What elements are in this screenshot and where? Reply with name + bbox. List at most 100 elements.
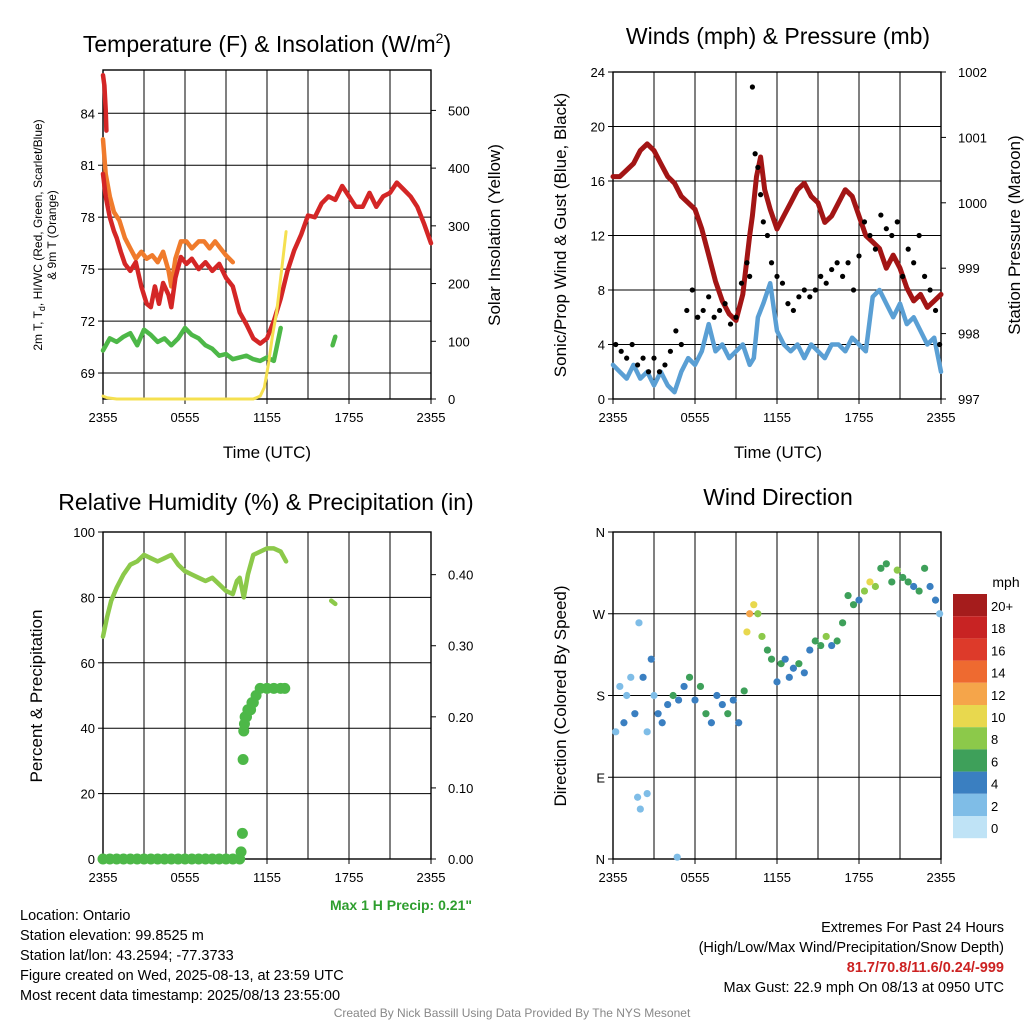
ytick-right-label: 100: [448, 334, 470, 349]
xtick-label: 1155: [253, 870, 281, 885]
speed-legend: 20+ 18 16 14 12 10 8 6 4 2 0: [953, 594, 1013, 839]
ytick-label: 16: [591, 174, 605, 189]
legend-swatch: [953, 638, 987, 661]
ytick-right-label: 0.40: [448, 568, 473, 583]
gust-point: [937, 341, 943, 348]
gust-point: [673, 328, 679, 334]
xtick-label: 1155: [253, 410, 281, 425]
xtick-label: 2355: [599, 410, 628, 425]
xtick-label: 0555: [681, 870, 710, 885]
gust-point: [850, 287, 857, 293]
direction-point: [713, 691, 721, 700]
insolation-line: [101, 230, 288, 401]
gust-point: [922, 273, 928, 279]
rh-line: [328, 598, 338, 607]
direction-point: [866, 578, 874, 586]
xtick-label: 1155: [763, 870, 791, 885]
precip-point: [237, 753, 249, 765]
direction-point: [735, 719, 743, 727]
wind-line: [610, 280, 944, 395]
gust-point: [823, 280, 829, 286]
direction-point: [754, 610, 762, 618]
rh-series: [97, 546, 338, 865]
direction-point: [718, 700, 726, 709]
station-elevation: Station elevation: 99.8525 m: [20, 928, 204, 944]
gust-point: [768, 260, 775, 266]
xtick-label: 1755: [335, 410, 364, 425]
direction-point: [822, 632, 830, 641]
legend-label: 4: [991, 777, 998, 792]
xtick-label: 0555: [171, 410, 200, 425]
direction-title: Wind Direction: [703, 484, 853, 510]
ytick-label: 69: [81, 366, 95, 381]
legend-swatch: [953, 594, 987, 617]
ytick-right-label: 1001: [958, 130, 987, 145]
direction-point: [758, 632, 766, 641]
gust-point: [662, 362, 668, 368]
wind-title: Winds (mph) & Pressure (mb): [626, 23, 930, 49]
gust-point: [727, 321, 734, 327]
temp-line: [100, 72, 109, 133]
gust-point: [733, 314, 739, 320]
direction-point: [675, 696, 683, 704]
direction-point: [785, 673, 793, 681]
legend-label: 10: [991, 710, 1005, 725]
ytick-label: 100: [73, 525, 95, 540]
ytick-label: 0: [88, 852, 95, 867]
gust-point: [894, 219, 900, 225]
legend-label: 0: [991, 821, 998, 836]
direction-point: [828, 641, 836, 650]
gust-point: [722, 301, 728, 307]
temperature-ylabel-line2: & 9m T (Orange): [45, 190, 59, 280]
figure-created: Figure created on Wed, 2025-08-13, at 23…: [20, 968, 344, 984]
direction-point: [673, 853, 681, 861]
ytick-right-label: 400: [448, 161, 470, 176]
direction-point: [612, 728, 620, 736]
station-location: Location: Ontario: [20, 908, 131, 924]
gust-point: [667, 348, 674, 354]
direction-point: [915, 587, 923, 595]
xtick-label: 2355: [417, 410, 446, 425]
gust-point: [785, 301, 791, 307]
legend-swatch: [953, 771, 987, 794]
xtick-label: 2355: [89, 410, 118, 425]
ytick-right-label: 0.00: [448, 852, 473, 867]
gust-point: [889, 232, 895, 239]
ytick-right-label: 300: [448, 219, 470, 234]
direction-ylabel: Direction (Colored By Speed): [551, 585, 570, 806]
ytick-label: 4: [598, 338, 605, 353]
precip-point: [236, 827, 248, 839]
xtick-label: 2355: [599, 870, 628, 885]
credit-line: Created By Nick Bassill Using Data Provi…: [333, 1006, 691, 1020]
direction-point: [740, 687, 748, 695]
ytick-right-label: 0.30: [448, 639, 473, 654]
max-gust: Max Gust: 22.9 mph On 08/13 at 0950 UTC: [723, 980, 1004, 996]
direction-point: [647, 655, 655, 663]
humidity-title: Relative Humidity (%) & Precipitation (i…: [58, 489, 473, 515]
temp-grid: 69 72 75 78 81 84 0 100 200 300 400 500 2355 0555 1155…: [81, 70, 470, 425]
direction-point: [817, 641, 825, 650]
gust-point: [711, 314, 717, 320]
gust-point: [878, 212, 884, 218]
ytick-label: 81: [81, 158, 95, 173]
legend-swatch: [953, 793, 987, 816]
ytick-right-label: 200: [448, 277, 470, 292]
max-precip-label: Max 1 H Precip: 0.21": [330, 897, 472, 913]
temp-series: [100, 72, 434, 401]
extremes-values: 81.7/70.8/11.6/0.24/-999: [846, 960, 1004, 976]
direction-point: [631, 710, 639, 718]
ytick-label: 84: [81, 106, 95, 121]
direction-point: [921, 564, 929, 572]
pressure-line: [610, 141, 944, 323]
legend-label: 8: [991, 732, 998, 747]
direction-point: [936, 610, 944, 618]
gust-point: [629, 341, 635, 348]
legend-label: 6: [991, 754, 998, 769]
xtick-label: 1755: [845, 870, 874, 885]
ytick-label: N: [596, 525, 605, 540]
ytick-right-label: 1000: [958, 196, 987, 211]
direction-point: [844, 591, 852, 600]
direction-point: [729, 696, 737, 704]
direction-point: [800, 669, 808, 677]
